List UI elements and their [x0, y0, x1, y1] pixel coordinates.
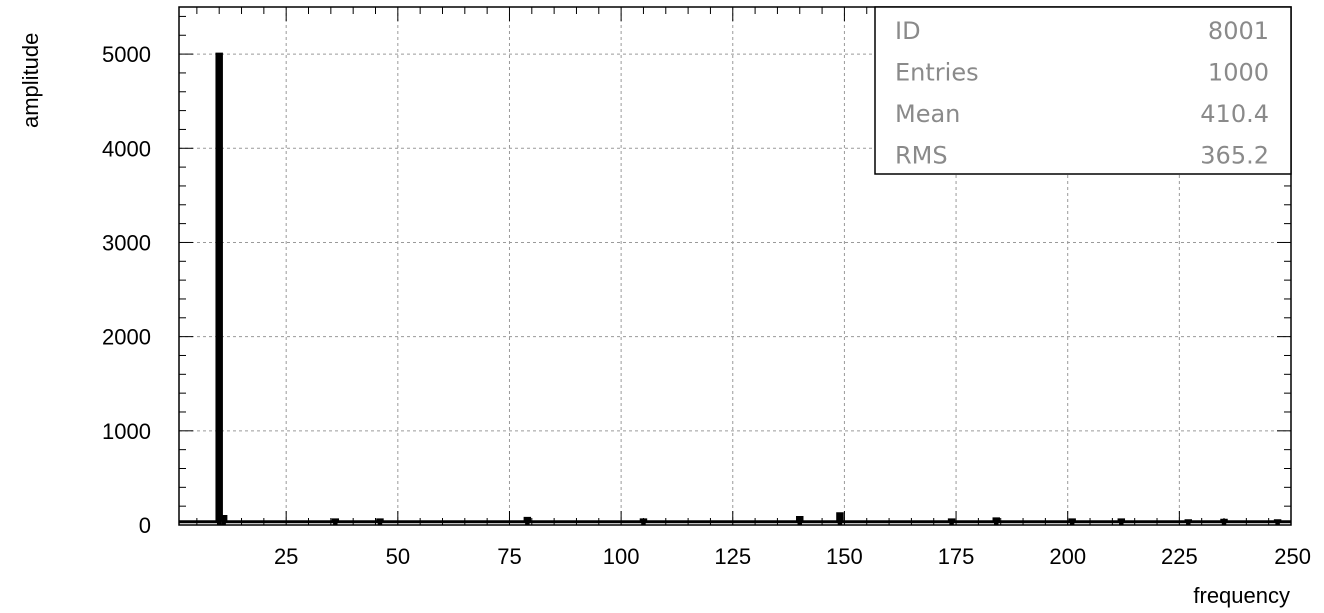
stats-value: 8001: [1208, 17, 1269, 45]
histogram-bin: [221, 516, 226, 525]
y-tick-label: 4000: [102, 136, 151, 161]
x-tick-label: 175: [938, 544, 975, 569]
stats-label: Entries: [895, 59, 979, 87]
histogram-bin: [949, 519, 954, 525]
stats-label: ID: [895, 17, 921, 45]
histogram-bin: [525, 518, 530, 525]
histogram-bin: [333, 519, 338, 525]
x-tick-label: 25: [274, 544, 298, 569]
x-axis-title: frequency: [1193, 583, 1290, 608]
histogram-bin: [641, 519, 646, 525]
histogram-bin: [1186, 520, 1191, 525]
y-tick-labels: 0 1000 2000 3000 4000 5000: [102, 42, 151, 538]
stats-label: Mean: [895, 100, 960, 128]
stats-value: 410.4: [1200, 100, 1269, 128]
y-tick-label: 5000: [102, 42, 151, 67]
stats-value: 1000: [1208, 59, 1269, 87]
histogram-bin: [1119, 519, 1124, 525]
y-axis-title: amplitude: [18, 33, 43, 128]
histogram-bin: [797, 517, 802, 525]
histogram-bin: [216, 54, 222, 525]
stats-value: 365.2: [1200, 142, 1269, 170]
x-tick-label: 200: [1049, 544, 1086, 569]
x-tick-label: 225: [1161, 544, 1198, 569]
histogram-bin: [994, 518, 999, 525]
y-tick-label: 0: [139, 513, 151, 538]
stats-label: RMS: [895, 142, 948, 170]
stats-box-frame: [874, 6, 1292, 175]
x-tick-label: 100: [603, 544, 640, 569]
histogram-bin: [1069, 519, 1075, 525]
x-tick-label: 250: [1274, 544, 1311, 569]
histogram-bin: [837, 513, 843, 525]
histogram-bin: [1275, 520, 1280, 525]
x-tick-label: 125: [714, 544, 751, 569]
plot-frame: [178, 6, 1292, 526]
x-tick-label: 150: [826, 544, 863, 569]
histogram-bin: [377, 519, 383, 525]
y-tick-label: 2000: [102, 325, 151, 350]
y-tick-label: 3000: [102, 230, 151, 255]
stats-box: ID 8001 Entries 1000 Mean 410.4 RMS 365.2: [874, 6, 1292, 175]
y-tick-label: 1000: [102, 419, 151, 444]
histogram-series: [179, 52, 1291, 525]
x-tick-label: 50: [386, 544, 410, 569]
x-tick-labels: 25 50 75 100 125 150 175 200 225 250: [274, 544, 1311, 569]
x-tick-label: 75: [497, 544, 521, 569]
histogram-bin: [1221, 520, 1227, 525]
